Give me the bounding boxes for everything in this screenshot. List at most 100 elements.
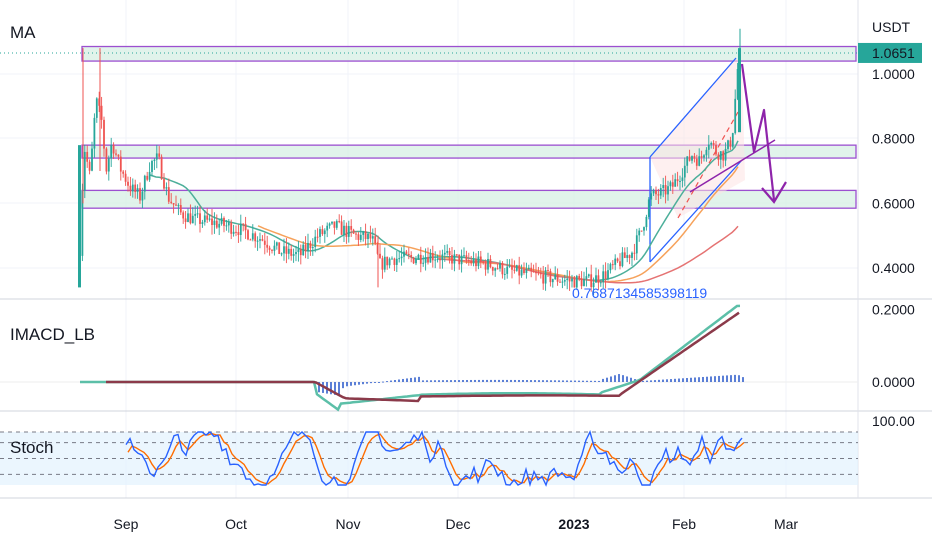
time-axis-label: Mar	[774, 516, 798, 532]
candle-body	[527, 267, 530, 270]
candle-body	[143, 175, 146, 192]
candle-body	[187, 213, 189, 222]
candle-body	[427, 257, 429, 263]
candle-body	[333, 221, 336, 228]
candle-body	[736, 69, 739, 99]
candle-body	[446, 251, 449, 253]
candle-body	[542, 274, 545, 284]
macd-histogram-bar	[562, 380, 564, 382]
candle-body	[98, 98, 101, 106]
macd-histogram-bar	[522, 380, 524, 382]
price-axis-currency: USDT	[872, 19, 911, 35]
macd-histogram-bar	[550, 380, 552, 382]
macd-histogram-bar	[406, 378, 408, 382]
candle-body	[119, 156, 122, 172]
candle-body	[182, 212, 185, 219]
macd-histogram-bar	[558, 380, 560, 382]
candle-body	[415, 259, 417, 264]
candle-body	[345, 225, 348, 237]
time-axis-label: Dec	[446, 516, 471, 532]
stoch-k-line	[125, 430, 743, 488]
macd-histogram-bar	[506, 379, 508, 382]
macd-histogram-bar	[686, 378, 688, 382]
candle-body	[400, 256, 403, 259]
candle-body	[278, 242, 281, 254]
candle-body	[232, 231, 235, 234]
macd-histogram-bar	[626, 376, 628, 382]
macd-histogram-bar	[318, 382, 320, 393]
candle-body	[463, 255, 465, 257]
candle-body	[470, 260, 473, 264]
channel-top-line	[649, 57, 737, 158]
macd-histogram-bar	[674, 378, 676, 382]
candle-body	[712, 142, 715, 145]
candle-body	[635, 235, 638, 254]
candle-body	[614, 258, 617, 265]
last-price-badge	[858, 42, 922, 63]
candle-body	[292, 254, 295, 256]
candle-body	[247, 230, 249, 240]
candle-body	[501, 263, 504, 275]
macd-histogram-bar	[710, 376, 712, 382]
macd-histogram-bar	[350, 382, 352, 386]
candle-body	[352, 229, 355, 234]
candle-body	[357, 234, 360, 240]
candle-body	[539, 273, 542, 275]
candle-body	[359, 234, 362, 240]
candle-body	[448, 251, 451, 256]
candle-body	[287, 248, 290, 254]
candle-body	[179, 205, 182, 213]
candle-body	[275, 242, 278, 246]
macd-histogram-bar	[646, 380, 648, 382]
candle-body	[371, 236, 374, 239]
candle-body	[115, 153, 117, 155]
candle-body	[573, 278, 576, 288]
macd-histogram-bar	[502, 379, 504, 382]
candle-body	[177, 205, 180, 207]
candle-body	[611, 264, 614, 266]
candle-body	[141, 191, 144, 201]
candle-body	[475, 259, 477, 267]
candle-body	[103, 119, 105, 149]
price-axis-tick: 0.6000	[872, 195, 915, 211]
candle-body	[429, 253, 432, 263]
macd-histogram-bar	[642, 380, 644, 382]
candle-body	[95, 98, 98, 118]
zone-0	[81, 45, 857, 62]
candle-body	[443, 252, 446, 255]
macd-histogram-bar	[378, 382, 380, 383]
price-axis-tick: 0.4000	[872, 260, 915, 276]
candle-body	[616, 258, 619, 262]
candle-body	[136, 188, 139, 192]
macd-histogram-bar	[366, 382, 368, 384]
macd-histogram-bar	[514, 379, 516, 382]
macd-histogram-bar	[346, 382, 348, 387]
arrow-head	[761, 181, 787, 204]
macd-histogram-bar	[334, 382, 336, 395]
candle-body	[203, 215, 206, 223]
candle-body	[151, 160, 153, 172]
candle-body	[441, 254, 444, 261]
candle-body	[535, 272, 537, 274]
candle-body	[225, 225, 228, 227]
candle-body	[124, 173, 127, 182]
candle-body	[559, 281, 561, 283]
candle-body	[523, 269, 525, 273]
candle-body	[530, 267, 533, 272]
macd-histogram-bar	[450, 380, 452, 382]
macd-histogram-bar	[614, 375, 616, 382]
candle-body	[263, 240, 266, 245]
candle-body	[127, 181, 129, 186]
macd-axis-tick: 0.2000	[872, 302, 915, 318]
candle-body	[566, 278, 569, 281]
candle-body	[407, 253, 410, 256]
macd-histogram-bar	[706, 376, 708, 382]
candle-body	[561, 281, 564, 283]
time-axis-label: Feb	[672, 516, 696, 532]
candle-body	[134, 184, 137, 192]
candle-body	[227, 222, 230, 226]
candle-body	[237, 232, 240, 235]
candle-body	[295, 252, 297, 255]
candle-body	[556, 274, 559, 282]
